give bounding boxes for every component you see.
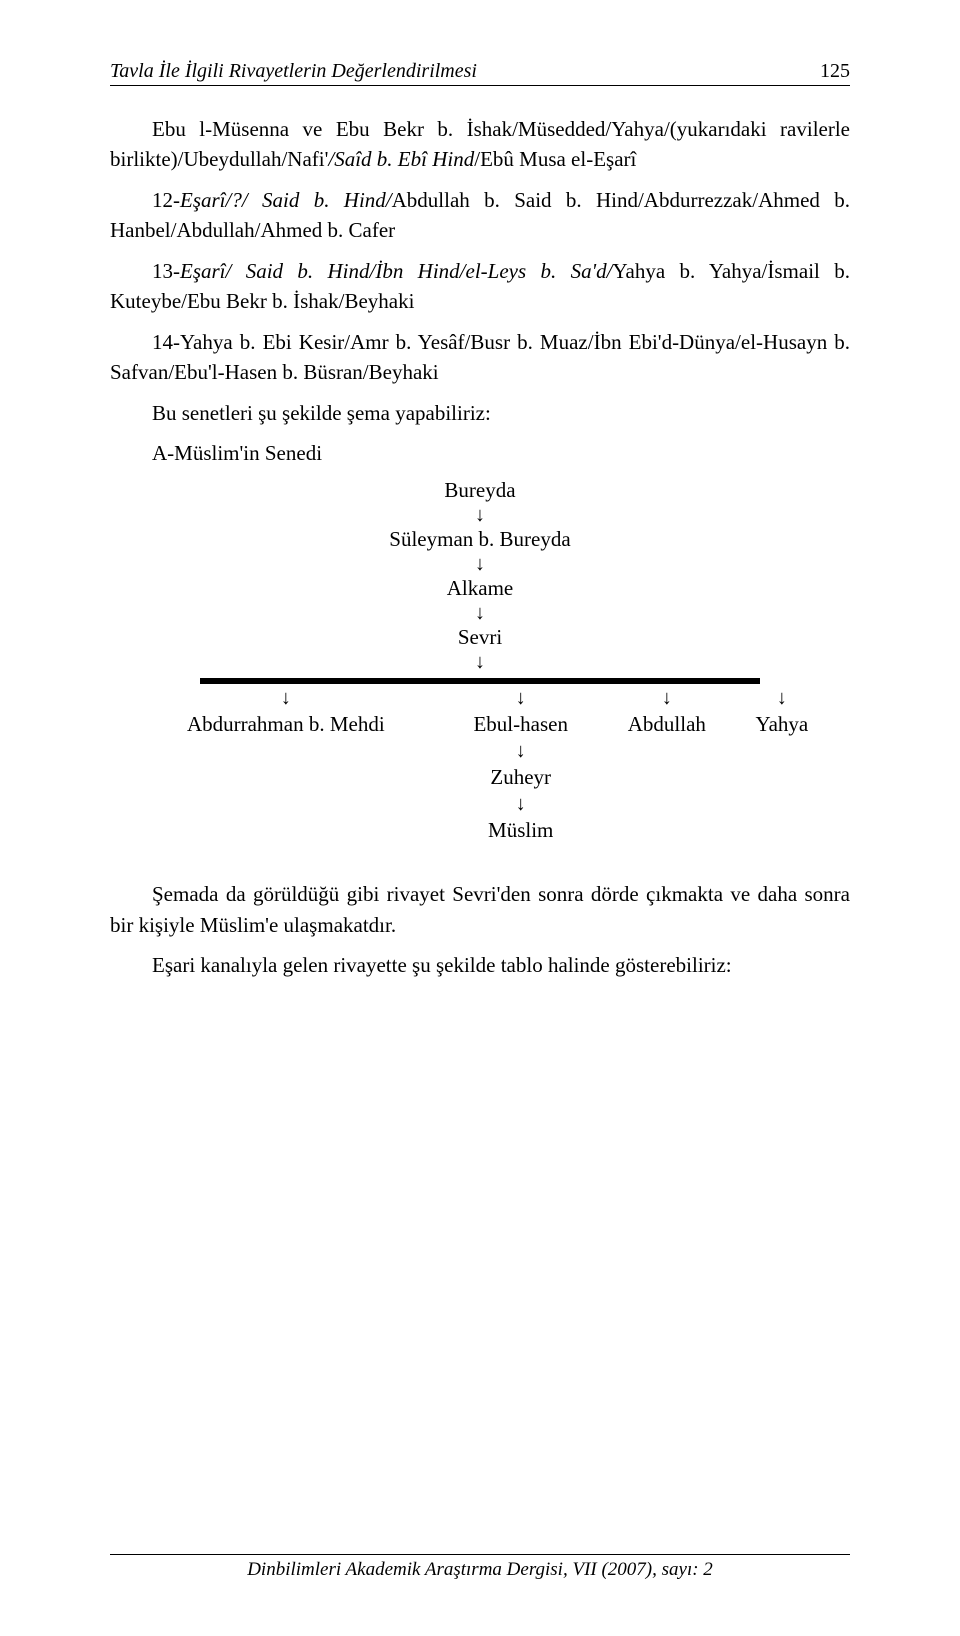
chain-node-4: Sevri [110, 625, 850, 650]
chain-node-2: Süleyman b. Bureyda [110, 527, 850, 552]
p3-text-a: 13- [152, 259, 180, 283]
down-arrow-icon: ↓ [442, 737, 600, 765]
branch-muslim: Müslim [442, 818, 600, 843]
header-title: Tavla İle İlgili Rivayetlerin Değerlendi… [110, 60, 477, 83]
branch-3: Abdullah [600, 712, 734, 737]
p2-text-a: 12- [152, 188, 180, 212]
paragraph-5: Bu senetleri şu şekilde şema yapabiliriz… [110, 398, 850, 428]
paragraph-1: Ebu l-Müsenna ve Ebu Bekr b. İshak/Müsed… [110, 114, 850, 175]
down-arrow-icon: ↓ [110, 505, 850, 525]
isnad-chain: Bureyda ↓ Süleyman b. Bureyda ↓ Alkame ↓… [110, 478, 850, 684]
paragraph-7: Şemada da görüldüğü gibi rivayet Sevri'd… [110, 879, 850, 940]
p1-text-c: /Ebû Musa el-Eşarî [474, 147, 636, 171]
paragraph-6: A-Müslim'in Senedi [110, 438, 850, 468]
paragraph-8: Eşari kanalıyla gelen rivayette şu şekil… [110, 950, 850, 980]
down-arrow-icon: ↓ [734, 684, 830, 712]
down-arrow-icon: ↓ [600, 684, 734, 712]
page-number: 125 [820, 60, 850, 83]
branch-2: Ebul-hasen [442, 712, 600, 737]
paragraph-4: 14-Yahya b. Ebi Kesir/Amr b. Yesâf/Busr … [110, 327, 850, 388]
footer-citation: Dinbilimleri Akademik Araştırma Dergisi,… [110, 1554, 850, 1581]
running-header: Tavla İle İlgili Rivayetlerin Değerlendi… [110, 60, 850, 86]
p3-text-b: Eşarî/ Said b. Hind/İbn Hind/el-Leys b. … [180, 259, 612, 283]
down-arrow-icon: ↓ [110, 554, 850, 574]
branch-table: ↓ ↓ ↓ ↓ Abdurrahman b. Mehdi Ebul-hasen … [130, 684, 830, 843]
down-arrow-icon: ↓ [110, 603, 850, 623]
branch-1: Abdurrahman b. Mehdi [130, 712, 442, 737]
p2-text-b: Eşarî/?/ Said b. Hind/ [180, 188, 392, 212]
down-arrow-icon: ↓ [442, 790, 600, 818]
down-arrow-icon: ↓ [442, 684, 600, 712]
chain-node-1: Bureyda [110, 478, 850, 503]
chain-node-3: Alkame [110, 576, 850, 601]
paragraph-2: 12-Eşarî/?/ Said b. Hind/Abdullah b. Sai… [110, 185, 850, 246]
paragraph-3: 13-Eşarî/ Said b. Hind/İbn Hind/el-Leys … [110, 256, 850, 317]
branch-zuheyr: Zuheyr [442, 765, 600, 790]
down-arrow-icon: ↓ [130, 684, 442, 712]
down-arrow-icon: ↓ [110, 652, 850, 672]
p1-text-b: /Saîd b. Ebî Hind [328, 147, 474, 171]
branch-4: Yahya [734, 712, 830, 737]
